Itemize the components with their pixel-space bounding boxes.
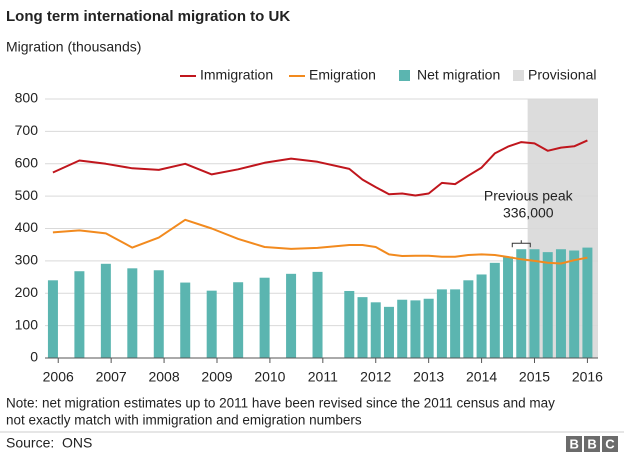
logo: BBC xyxy=(566,436,624,452)
bar xyxy=(100,263,111,358)
bar xyxy=(397,299,408,358)
bar xyxy=(206,290,217,358)
bar xyxy=(463,280,474,358)
legend-label: Emigration xyxy=(309,67,376,83)
x-tick-label: 2009 xyxy=(201,369,232,385)
y-tick-label: 100 xyxy=(15,316,39,332)
logo-box xyxy=(584,436,600,452)
bar xyxy=(410,300,421,358)
bar xyxy=(582,247,593,358)
bar xyxy=(476,274,487,358)
logo-text: BBC xyxy=(570,436,624,451)
bar xyxy=(555,249,566,358)
source: Source: ONS xyxy=(6,435,92,451)
chart-subtitle: Migration (thousands) xyxy=(6,39,141,55)
note: not exactly match with immigration and e… xyxy=(6,413,362,428)
bar xyxy=(529,249,540,358)
logo-box xyxy=(602,436,618,452)
x-tick-label: 2016 xyxy=(572,369,603,385)
x-tick-label: 2015 xyxy=(519,369,550,385)
bar xyxy=(489,262,500,358)
legend-label: Net migration xyxy=(417,67,500,83)
y-tick-label: 500 xyxy=(15,187,39,203)
x-tick-label: 2011 xyxy=(308,369,338,385)
y-tick-label: 400 xyxy=(15,219,39,235)
bar xyxy=(344,290,355,358)
legend-swatch xyxy=(399,70,410,81)
bar xyxy=(542,252,553,358)
bar xyxy=(153,270,164,358)
annotation-text: Previous peak xyxy=(484,188,574,204)
line xyxy=(52,139,588,197)
bar xyxy=(74,271,85,358)
bar xyxy=(503,256,514,358)
bar xyxy=(259,277,270,358)
y-tick-label: 300 xyxy=(15,252,39,268)
x-tick-label: 2012 xyxy=(360,369,391,385)
legend-label: Immigration xyxy=(200,67,273,83)
x-tick-label: 2008 xyxy=(148,369,179,385)
x-tick-label: 2013 xyxy=(413,369,444,385)
x-tick-label: 2006 xyxy=(43,369,74,385)
bar xyxy=(423,298,434,358)
y-tick-label: 800 xyxy=(15,90,39,106)
bar xyxy=(450,289,461,358)
bar xyxy=(516,249,527,358)
line xyxy=(52,218,588,265)
legend-swatch xyxy=(513,70,524,81)
y-tick-label: 700 xyxy=(15,122,39,138)
bar xyxy=(357,297,368,358)
annotation-bracket xyxy=(511,240,531,248)
bar xyxy=(233,282,244,358)
bar xyxy=(180,282,191,358)
bar xyxy=(383,306,394,358)
x-tick-label: 2010 xyxy=(254,369,285,385)
y-tick-label: 600 xyxy=(15,154,39,170)
bar xyxy=(286,273,297,358)
bar xyxy=(127,268,138,358)
legend-label: Provisional xyxy=(528,67,596,83)
bar xyxy=(436,289,447,358)
bar xyxy=(569,250,580,358)
y-tick-label: 0 xyxy=(30,349,38,365)
bar xyxy=(47,280,58,358)
x-tick-label: 2007 xyxy=(96,369,127,385)
bar xyxy=(370,302,381,358)
x-tick-label: 2014 xyxy=(466,369,497,385)
y-tick-label: 200 xyxy=(15,284,39,300)
chart-title: Long term international migration to UK xyxy=(6,8,290,25)
logo-box xyxy=(566,436,582,452)
bar xyxy=(312,271,323,358)
note: Note: net migration estimates up to 2011… xyxy=(6,396,555,411)
annotation-value: 336,000 xyxy=(503,205,554,221)
